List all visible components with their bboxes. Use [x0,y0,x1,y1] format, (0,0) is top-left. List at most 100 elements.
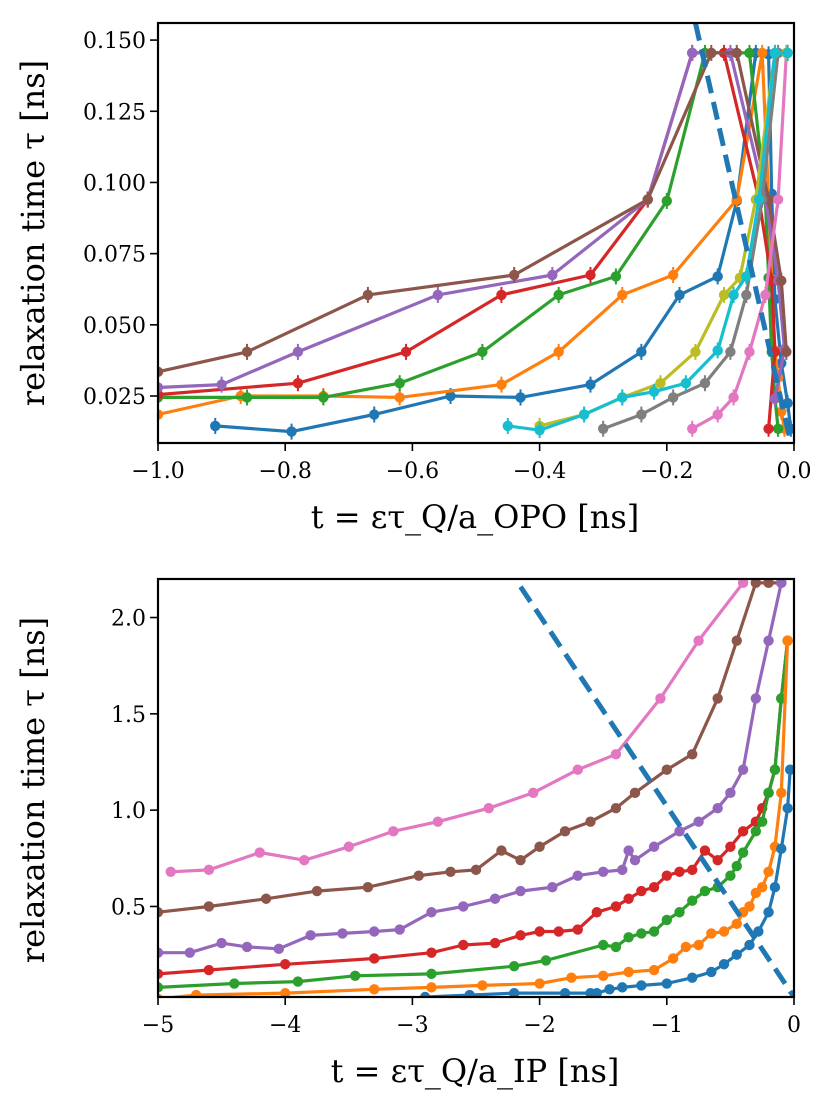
bottom-data-point [776,787,787,799]
bottom-series-line-purple [158,582,783,955]
bottom-x-axis-label: t = ετ_Q/a_IP [ns] [331,1052,620,1090]
top-data-point [508,269,520,281]
top-data-point [585,269,596,281]
top-data-point [776,406,787,417]
top-data-point [636,346,647,358]
bottom-data-point [610,901,622,912]
top-data-point [292,378,304,389]
bottom-data-point [203,901,215,912]
bottom-data-point [776,843,787,854]
bottom-y-tick-label: 1.0 [111,799,146,824]
bottom-data-point [241,941,253,953]
bottom-data-point [623,893,634,904]
top-y-axis-label: relaxation time τ [ns] [14,60,52,406]
bottom-data-point [661,764,672,775]
top-y-tick-label: 0.125 [83,100,146,125]
bottom-data-point [693,635,704,646]
top-y-tick-label: 0.100 [83,171,146,196]
top-panel: −1.0 −0.8 −0.6 −0.4 −0.2 0.0 0.025 0.050 0.075 0.… [14,21,812,536]
top-data-point [400,346,412,358]
bottom-y-tick-label: 2.0 [111,607,146,632]
top-data-point [241,392,253,403]
bottom-data-point [769,764,781,775]
bottom-x-tick-label: −2 [523,1013,555,1038]
bottom-data-point [559,987,571,997]
bottom-data-point [687,972,698,983]
top-data-point [610,271,622,282]
bottom-data-point [547,882,558,893]
top-data-point [728,289,739,301]
bottom-data-point [426,968,437,980]
top-x-axis-label: t = ετ_Q/a_OPO [ns] [311,498,640,536]
bottom-data-point [636,928,647,939]
bottom-data-point [598,970,609,982]
bottom-data-point [458,901,469,912]
top-data-point [534,424,545,436]
top-data-point [432,289,444,301]
bottom-data-point [610,941,622,953]
top-data-point [712,345,723,356]
bottom-panel: −5 −4 −3 −2 −1 0 0.5 1.0 1.5 2.0 t = ετ_Q/a_IP [n… [14,577,801,1090]
bottom-data-point [712,693,723,704]
bottom-data-point [203,864,215,876]
top-data-point [741,271,752,282]
top-data-point [553,346,564,358]
top-data-point [362,289,374,301]
top-data-point [292,346,304,358]
bottom-data-point [572,764,583,775]
bottom-data-point [693,816,704,827]
bottom-data-point [305,930,316,941]
bottom-data-point [687,895,698,906]
bottom-y-tick-label: 1.5 [111,703,146,728]
bottom-data-point [712,855,723,866]
bottom-data-point [470,864,482,876]
bottom-data-point [369,926,380,937]
bottom-data-point [515,855,526,866]
bottom-data-point [337,928,348,939]
bottom-data-point [158,947,164,958]
top-data-point [680,378,692,389]
top-y-tick-label: 0.025 [83,385,146,410]
top-data-point [706,47,717,59]
bottom-data-point [260,893,272,904]
bottom-data-point [731,635,742,646]
bottom-x-tick-label: −5 [142,1013,174,1038]
bottom-data-point [784,764,794,775]
top-data-point [477,346,488,358]
top-data-point [687,423,698,434]
bottom-data-point [203,964,215,976]
bottom-data-point [362,882,374,893]
bottom-data-point [731,918,742,930]
top-series-line-orange [158,51,787,430]
top-data-point [318,392,329,403]
top-data-point [782,397,793,409]
top-series-line-blue [215,51,793,434]
bottom-data-point [299,855,310,866]
bottom-data-point [528,787,539,799]
bottom-data-point [769,882,781,893]
top-data-point [772,423,784,434]
bottom-series-red [158,635,793,980]
bottom-data-point [566,972,577,983]
top-data-point [769,393,781,405]
bottom-data-point [629,787,641,799]
top-y-tick-label: 0.150 [83,29,146,54]
top-data-point [241,346,253,358]
bottom-data-point [636,980,647,991]
bottom-data-point [763,635,774,646]
bottom-data-point [782,635,793,646]
bottom-y-axis-label: relaxation time τ [ns] [14,617,52,963]
bottom-x-tick-label: −1 [651,1013,683,1038]
bottom-data-point [693,939,704,951]
top-data-point [690,346,701,358]
bottom-x-tick-label: −4 [269,1013,301,1038]
top-data-point [158,366,164,378]
top-x-tick-label: −0.4 [513,459,566,484]
bottom-series-brown [158,579,787,918]
bottom-data-point [763,787,774,799]
top-series-line-purple [158,51,787,400]
bottom-data-point [419,991,431,997]
top-data-point [578,409,590,420]
bottom-data-point [776,579,787,589]
bottom-axes-frame [156,577,796,999]
